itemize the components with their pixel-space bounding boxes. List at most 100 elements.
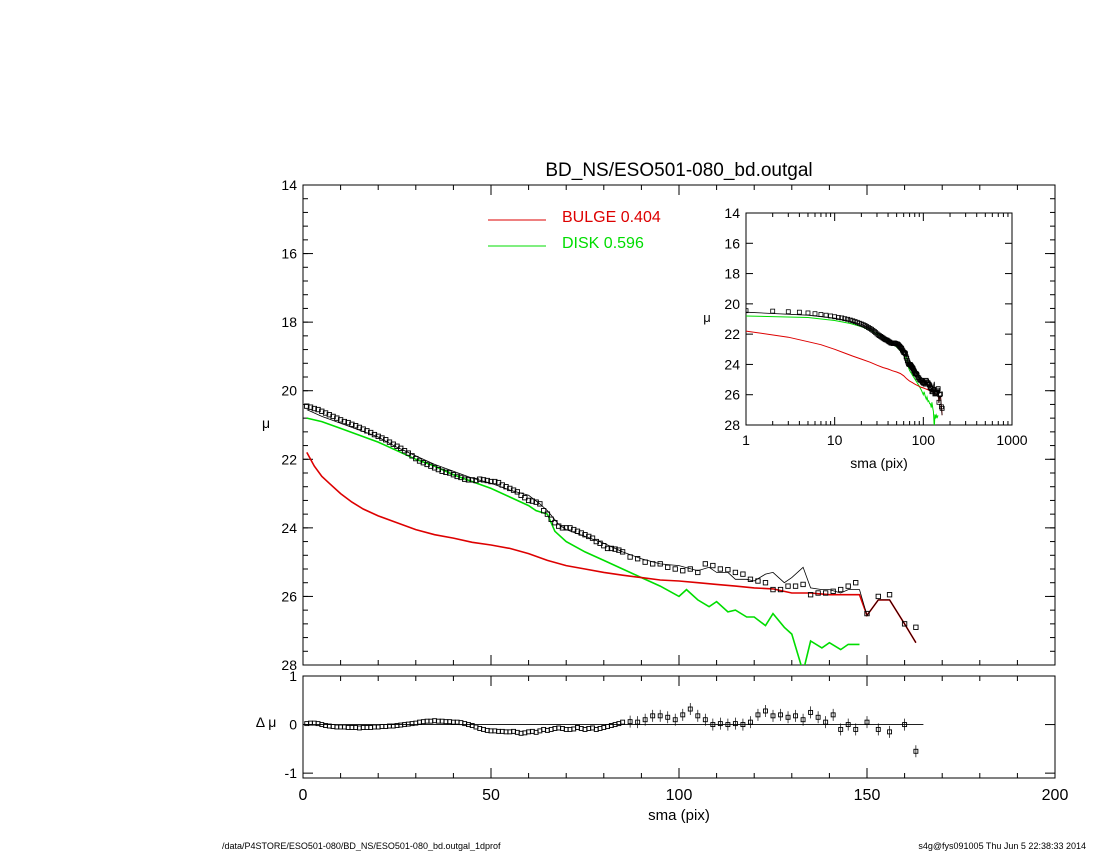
- data-point: [612, 546, 618, 552]
- data-point: [792, 583, 799, 589]
- data-point: [574, 528, 581, 534]
- residual-point: [830, 712, 836, 718]
- data-point: [740, 571, 746, 577]
- residual-y-axis-label: Δ μ: [256, 714, 277, 730]
- data-point: [725, 567, 731, 573]
- inset-data-point: [847, 317, 853, 323]
- bulge-series-line: [306, 452, 917, 644]
- data-point: [462, 476, 468, 482]
- data-point: [428, 463, 434, 469]
- data-point: [762, 580, 769, 586]
- inset-data-point: [842, 316, 848, 322]
- residual-x-tick-label: 150: [854, 787, 881, 804]
- residual-series-group: [303, 703, 924, 758]
- inset-data-point: [903, 351, 908, 357]
- residual-point: [755, 712, 761, 718]
- residual-point: [800, 717, 806, 723]
- data-point: [732, 569, 739, 576]
- residual-point: [702, 717, 708, 723]
- data-point: [785, 583, 791, 589]
- residual-point: [680, 712, 686, 718]
- data-point: [465, 477, 472, 483]
- data-point: [845, 583, 851, 589]
- residual-x-tick-label: 200: [1042, 787, 1069, 804]
- inset-y-tick-label: 14: [724, 205, 740, 221]
- main-y-axis-label: μ: [262, 415, 270, 431]
- inset-data-point: [871, 329, 877, 334]
- data-point: [601, 543, 607, 549]
- data-point: [672, 566, 678, 572]
- inset-data-point: [746, 308, 749, 314]
- inset-x-axis-label: sma (pix): [850, 455, 908, 471]
- data-point: [458, 474, 464, 481]
- main-y-tick-label: 26: [281, 588, 297, 604]
- data-point: [522, 495, 528, 501]
- data-point: [315, 406, 321, 413]
- inset-x-tick-label: 1000: [996, 432, 1027, 448]
- main-panel: BD_NS/ESO501-080_bd.outgal μ 14 16 18 20 22 2…: [262, 160, 1056, 673]
- data-point: [616, 547, 622, 553]
- main-y-tick-label: 18: [281, 314, 297, 330]
- disk-series-line: [306, 417, 860, 665]
- inset-data-point: [823, 312, 829, 318]
- data-point: [349, 421, 355, 427]
- data-point: [319, 408, 325, 414]
- data-point: [552, 520, 558, 526]
- data-point: [755, 578, 761, 584]
- inset-data-point: [796, 309, 802, 315]
- data-point: [901, 621, 908, 627]
- data-point: [540, 508, 547, 514]
- data-point: [454, 473, 460, 480]
- data-point: [593, 538, 599, 545]
- model-series-line: [306, 409, 917, 643]
- residual-panel: Δ μ sma (pix) 10-10 50 100 150 200: [256, 668, 1069, 824]
- inset-plot-frame: [745, 212, 1013, 426]
- data-point: [356, 424, 363, 431]
- main-series-group: [304, 403, 919, 665]
- data-point: [586, 533, 592, 540]
- main-y-tick-label: 20: [281, 383, 297, 399]
- legend-label-disk: DISK 0.596: [562, 235, 644, 252]
- residual-x-axis-label: sma (pix): [648, 807, 710, 824]
- residual-point: [763, 708, 768, 714]
- data-point: [375, 433, 381, 439]
- data-point: [913, 624, 919, 630]
- inset-y-tick-label: 20: [724, 296, 740, 312]
- main-axis-ticks: 14 16 18 20 22 24 26 28: [281, 177, 1056, 673]
- data-point: [875, 593, 881, 600]
- residual-point: [770, 713, 776, 719]
- data-point: [503, 484, 509, 490]
- inset-data-point: [835, 315, 841, 320]
- residual-point: [635, 719, 641, 725]
- data-point: [499, 482, 505, 488]
- main-y-tick-label: 14: [281, 177, 297, 193]
- data-point: [337, 417, 344, 423]
- data-point: [567, 525, 573, 531]
- data-point: [642, 559, 648, 565]
- data-point: [424, 461, 430, 468]
- data-point: [608, 545, 614, 552]
- inset-series-group: [746, 308, 945, 425]
- data-point: [326, 412, 332, 418]
- residual-point: [902, 722, 908, 728]
- inset-data-point: [839, 315, 845, 321]
- residual-point: [687, 706, 693, 712]
- data-point: [443, 469, 449, 475]
- data-point: [473, 477, 479, 484]
- data-point: [563, 525, 569, 531]
- inset-x-tick-label: 1: [742, 432, 750, 448]
- data-point: [330, 413, 336, 420]
- data-point: [435, 466, 442, 473]
- residual-point: [778, 712, 783, 718]
- data-point: [680, 568, 686, 574]
- data-point: [886, 592, 893, 598]
- inset-clip-group: [746, 308, 945, 425]
- residual-point: [793, 713, 799, 719]
- data-point: [322, 410, 329, 416]
- residual-point: [650, 713, 656, 719]
- data-point: [807, 592, 814, 598]
- data-point: [311, 405, 317, 412]
- legend-label-bulge: BULGE 0.404: [562, 209, 661, 226]
- data-point: [710, 562, 716, 569]
